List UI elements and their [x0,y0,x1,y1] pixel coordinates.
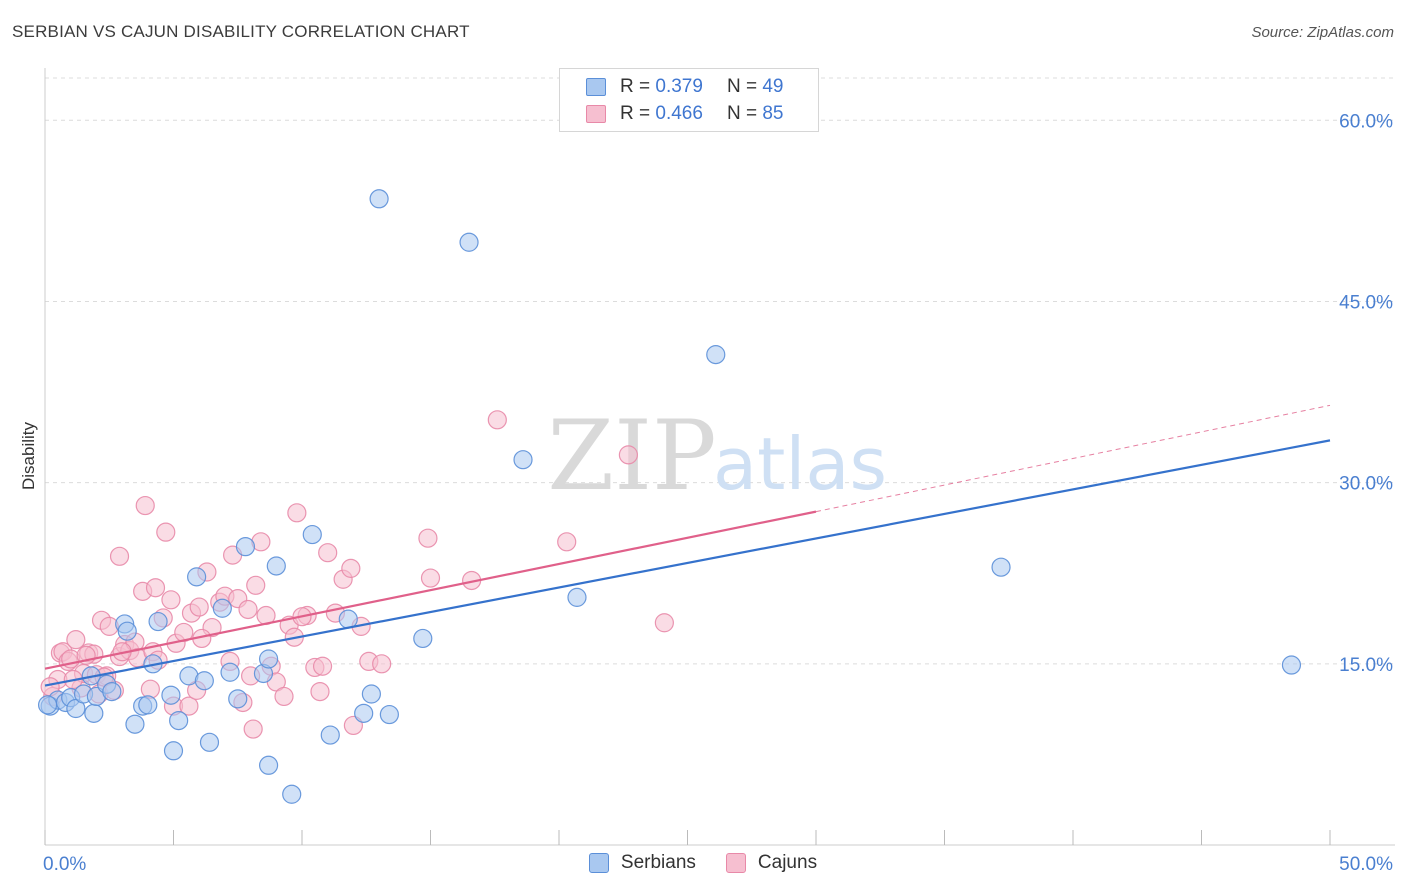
x-tick-label: 50.0% [1339,854,1393,875]
cajun-point [140,679,160,699]
serbian-point [379,704,399,725]
serbian-point [235,537,256,557]
serbian-point [258,755,279,775]
y-tick-label: 60.0% [1339,111,1393,132]
y-tick-label: 45.0% [1339,292,1393,313]
cajuns-n-label: N = [726,103,758,124]
cajun-point [654,613,674,633]
serbians-legend-label: Serbians [620,852,696,873]
grid-lines [45,77,1395,665]
cajun-point [179,696,199,716]
trend-lines [44,404,1331,687]
cajun-point [372,654,392,674]
cajun-point [318,543,338,563]
serbian-point [266,556,286,576]
tick-labels: 15.0% 30.0% 45.0% 60.0% 0.0% 50.0% [43,111,1393,875]
serbian-point [37,695,58,715]
serbian-point [354,703,374,723]
serbian-point [163,741,184,761]
cajun-point [156,522,176,542]
serbian-point [187,567,207,587]
serbian-point [84,703,104,723]
serbian-point [125,714,145,734]
cajun-point [310,681,330,702]
cajuns-legend-swatch [725,853,746,873]
cajun-point [66,630,86,650]
cajun-point [287,503,307,523]
serbian-point [194,671,214,691]
cajuns-n-value: 85 [762,103,784,124]
serbians-legend-swatch [588,853,609,873]
cajun-point [420,568,441,588]
legend-row-serbians: R = 0.379 N = 49 [586,76,783,98]
series-legend: Serbians Cajuns [0,852,1406,874]
serbian-point [459,232,479,252]
cajuns-trend-extension [815,404,1331,513]
serbian-point [513,450,533,470]
cajun-point [189,597,209,617]
cajun-point [557,532,577,552]
cajun-point [238,599,258,620]
y-axis-label: Disability [19,421,38,490]
serbians-trend-line [44,439,1331,687]
serbian-point [320,725,340,745]
serbians-swatch [586,78,606,96]
serbian-point [282,784,302,804]
x-tick-label: 0.0% [43,854,86,875]
cajuns-legend-label: Cajuns [757,852,818,873]
cajun-point [135,495,155,516]
serbian-point [302,524,322,545]
serbians-n-value: 49 [762,76,784,97]
serbian-point [138,695,158,715]
cajun-point [145,578,166,598]
cajun-point [274,686,294,707]
cajuns-r-label: R = [620,103,651,124]
chart-title: SERBIAN VS CAJUN DISABILITY CORRELATION … [12,22,470,41]
serbian-point [1281,655,1302,675]
serbian-point [361,684,381,704]
cajun-point [341,558,361,578]
cajuns-swatch [586,105,606,123]
legend-item-cajuns[interactable]: Cajuns [725,852,818,874]
serbian-point [706,345,726,365]
serbians-n-label: N = [726,76,758,97]
serbian-point [161,685,181,705]
serbian-point [413,628,433,649]
serbians-r-label: R = [620,76,651,97]
data-points [37,189,1302,804]
serbian-point [567,587,587,607]
y-tick-label: 15.0% [1339,655,1393,676]
cajun-point [618,445,638,465]
serbian-point [991,557,1011,577]
watermark-atlas: atlas [713,422,887,506]
cajun-point [246,575,266,595]
cajun-point [109,546,130,566]
serbian-point [212,598,232,618]
serbians-r-value: 0.379 [655,76,703,97]
legend-row-cajuns: R = 0.466 N = 85 [586,103,783,125]
y-tick-label: 30.0% [1339,474,1393,495]
serbian-point [169,710,189,731]
serbian-point [102,681,122,702]
cajuns-trend-line [44,510,817,670]
axes [44,68,1395,846]
cajuns-r-value: 0.466 [655,103,703,124]
serbian-point [228,689,248,709]
serbian-point [117,621,137,641]
cajun-point [312,656,333,676]
cajun-point [243,719,263,739]
serbian-point [220,662,240,682]
source-label: Source: ZipAtlas.com [1251,24,1394,41]
serbian-point [369,189,389,209]
legend-item-serbians[interactable]: Serbians [588,852,696,874]
cajun-point [487,410,507,430]
correlation-legend: R = 0.379 N = 49 R = 0.466 N = 85 [559,68,819,132]
serbian-point [199,732,220,752]
serbian-point [258,649,279,669]
serbian-point [148,611,168,632]
cajun-point [161,590,181,610]
watermark: ZIP atlas [547,400,887,512]
cajun-point [418,528,438,548]
